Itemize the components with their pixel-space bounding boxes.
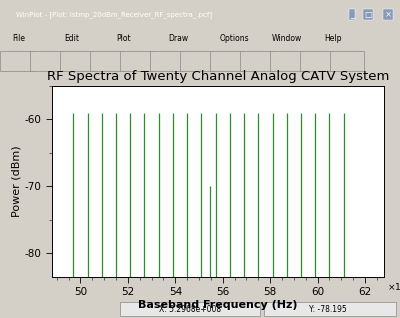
Text: WinPlot - [Plot: lstmp_20dBm_Receiver_RF_spectra_.pcf]: WinPlot - [Plot: lstmp_20dBm_Receiver_RF… [16,11,212,18]
Text: X: 5.2968e+008: X: 5.2968e+008 [159,305,221,314]
Y-axis label: Power (dBm): Power (dBm) [12,145,22,217]
Text: Options: Options [220,34,250,43]
FancyBboxPatch shape [210,52,244,71]
Text: Y: -78.195: Y: -78.195 [309,305,347,314]
FancyBboxPatch shape [150,52,184,71]
Text: Plot: Plot [116,34,131,43]
Bar [264,302,396,316]
Text: _: _ [350,10,354,19]
Text: □: □ [364,10,372,19]
Text: ×: × [384,10,392,19]
FancyBboxPatch shape [180,52,214,71]
Text: File: File [12,34,25,43]
Text: Edit: Edit [64,34,79,43]
Title: RF Spectra of Twenty Channel Analog CATV System: RF Spectra of Twenty Channel Analog CATV… [47,70,389,83]
Bar [120,302,260,316]
FancyBboxPatch shape [270,52,304,71]
Text: $\times10^7$: $\times10^7$ [387,280,400,293]
Text: Draw: Draw [168,34,188,43]
Text: Help: Help [324,34,342,43]
X-axis label: Baseband Frequency (Hz): Baseband Frequency (Hz) [138,300,298,310]
FancyBboxPatch shape [30,52,64,71]
FancyBboxPatch shape [120,52,154,71]
FancyBboxPatch shape [0,52,34,71]
FancyBboxPatch shape [90,52,124,71]
FancyBboxPatch shape [330,52,364,71]
FancyBboxPatch shape [60,52,94,71]
FancyBboxPatch shape [240,52,274,71]
FancyBboxPatch shape [300,52,334,71]
Text: Window: Window [272,34,302,43]
